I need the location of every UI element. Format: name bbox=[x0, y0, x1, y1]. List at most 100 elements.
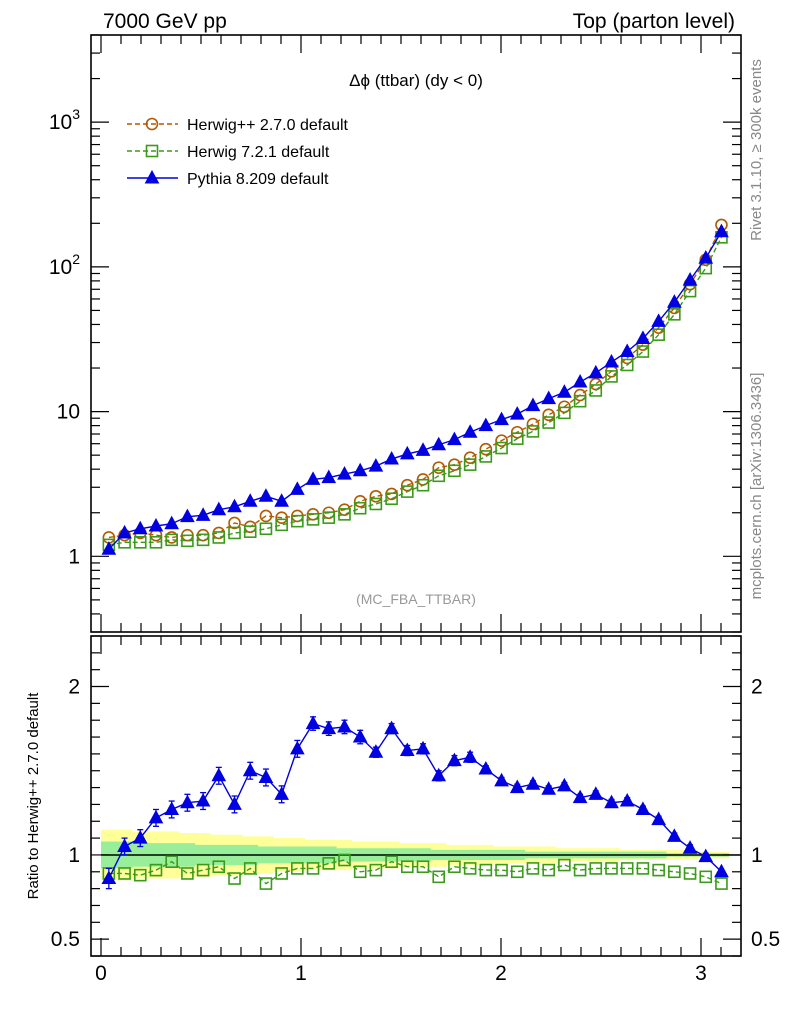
data-point bbox=[368, 458, 384, 472]
series-herwig-2-7-0-default bbox=[102, 218, 728, 544]
legend-label: Herwig++ 2.7.0 default bbox=[187, 117, 349, 134]
data-point bbox=[415, 442, 431, 456]
data-point bbox=[352, 462, 368, 477]
ratio-line bbox=[108, 722, 722, 879]
data-point bbox=[604, 353, 619, 368]
ratio-point bbox=[133, 868, 147, 882]
ratio-point bbox=[118, 867, 131, 880]
x-tick-label: 2 bbox=[495, 962, 507, 985]
ratio-point bbox=[510, 865, 524, 879]
data-point bbox=[432, 469, 446, 483]
data-point bbox=[196, 533, 210, 547]
ratio-frame bbox=[90, 635, 742, 957]
data-point bbox=[384, 451, 399, 465]
legend-label: Pythia 8.209 default bbox=[187, 171, 329, 188]
data-point bbox=[212, 531, 226, 544]
ratio-point bbox=[211, 767, 227, 782]
ratio-point bbox=[275, 867, 288, 880]
ratio-point bbox=[321, 720, 337, 735]
ratio-point bbox=[322, 857, 336, 870]
data-point bbox=[479, 450, 493, 463]
ratio-point bbox=[668, 865, 681, 879]
data-point bbox=[132, 520, 148, 535]
main-axis-ticks: 1 10 102 103 bbox=[49, 34, 741, 633]
main-y-tick-label: 1 bbox=[68, 545, 80, 568]
data-point bbox=[432, 461, 446, 474]
ratio-point bbox=[714, 863, 729, 878]
ratio-point bbox=[698, 848, 714, 863]
ratio-ylabel: Ratio to Herwig++ 2.7.0 default bbox=[25, 692, 42, 900]
mcplots-label: mcplots.cern.ch [arXiv:1306.3436] bbox=[748, 373, 765, 600]
ratio-point bbox=[667, 828, 682, 842]
legend-entry-herwig-2-7-0-default: Herwig++ 2.7.0 default bbox=[127, 117, 349, 134]
ratio-point bbox=[682, 840, 698, 854]
data-point bbox=[462, 424, 478, 438]
ratio-y-tick-label-left: 0.5 bbox=[51, 928, 80, 951]
data-point bbox=[290, 481, 305, 495]
data-point bbox=[573, 394, 587, 408]
data-point bbox=[305, 471, 321, 485]
ratio-point bbox=[352, 729, 368, 743]
ratio-point bbox=[588, 786, 604, 800]
data-point bbox=[322, 511, 336, 524]
ratio-point bbox=[353, 865, 367, 879]
ratio-point bbox=[415, 740, 431, 755]
data-point bbox=[541, 390, 557, 405]
ratio-point bbox=[573, 863, 587, 877]
data-point bbox=[353, 494, 367, 508]
main-frame bbox=[90, 34, 742, 633]
data-point bbox=[526, 417, 540, 431]
ratio-point bbox=[291, 862, 304, 875]
ratio-point bbox=[557, 777, 572, 792]
ratio-point bbox=[652, 863, 665, 877]
ratio-line bbox=[108, 859, 722, 885]
main-y-tick-label: 103 bbox=[49, 106, 80, 134]
ratio-point bbox=[338, 853, 351, 867]
data-point bbox=[117, 524, 132, 539]
data-point bbox=[275, 511, 288, 524]
data-point bbox=[619, 343, 635, 358]
ratio-y-tick-label-left: 1 bbox=[68, 844, 80, 867]
data-point bbox=[478, 417, 494, 432]
ratio-point bbox=[526, 862, 540, 875]
data-point bbox=[259, 509, 273, 523]
data-point bbox=[667, 294, 682, 308]
data-point bbox=[291, 514, 304, 528]
ratio-point bbox=[369, 863, 383, 877]
data-point bbox=[651, 313, 666, 327]
data-point bbox=[495, 434, 508, 447]
data-point bbox=[416, 478, 430, 492]
data-point bbox=[385, 492, 398, 506]
ratio-series-pythia-8-209-default bbox=[101, 715, 729, 890]
legend-label: Herwig 7.2.1 default bbox=[187, 144, 330, 161]
main-panel: 1 10 102 103 Δϕ (ttbar) (dy < 0) (MC_FBA_TT… bbox=[49, 34, 742, 633]
ratio-point bbox=[479, 863, 493, 877]
ratio-point bbox=[525, 776, 541, 790]
ratio-point bbox=[181, 867, 194, 880]
ratio-y-tick-label-right: 0.5 bbox=[751, 928, 780, 951]
ratio-point bbox=[635, 801, 651, 815]
ratio-point bbox=[432, 870, 446, 884]
series-herwig-7-2-1-default bbox=[102, 231, 728, 552]
ratio-point bbox=[164, 801, 180, 815]
ratio-series-herwig-7-2-1-default bbox=[102, 853, 728, 890]
legend-marker bbox=[145, 144, 159, 158]
data-point bbox=[211, 501, 227, 516]
ratio-axis-ticks: 0.5 0.5 1 1 2 2 bbox=[51, 635, 780, 957]
data-point bbox=[228, 516, 241, 530]
data-point bbox=[275, 518, 288, 532]
ratio-point bbox=[431, 767, 447, 782]
ratio-point bbox=[290, 740, 305, 755]
ratio-point bbox=[258, 769, 274, 783]
data-point bbox=[227, 498, 242, 513]
ratio-point bbox=[605, 862, 618, 875]
data-point bbox=[165, 533, 178, 547]
ratio-point bbox=[589, 862, 603, 875]
data-point bbox=[259, 522, 273, 536]
legend-marker bbox=[145, 117, 159, 131]
data-point bbox=[463, 458, 477, 471]
ratio-y-tick-label-right: 2 bbox=[751, 676, 763, 699]
ratio-point bbox=[242, 762, 258, 777]
ratio-point bbox=[416, 860, 430, 874]
